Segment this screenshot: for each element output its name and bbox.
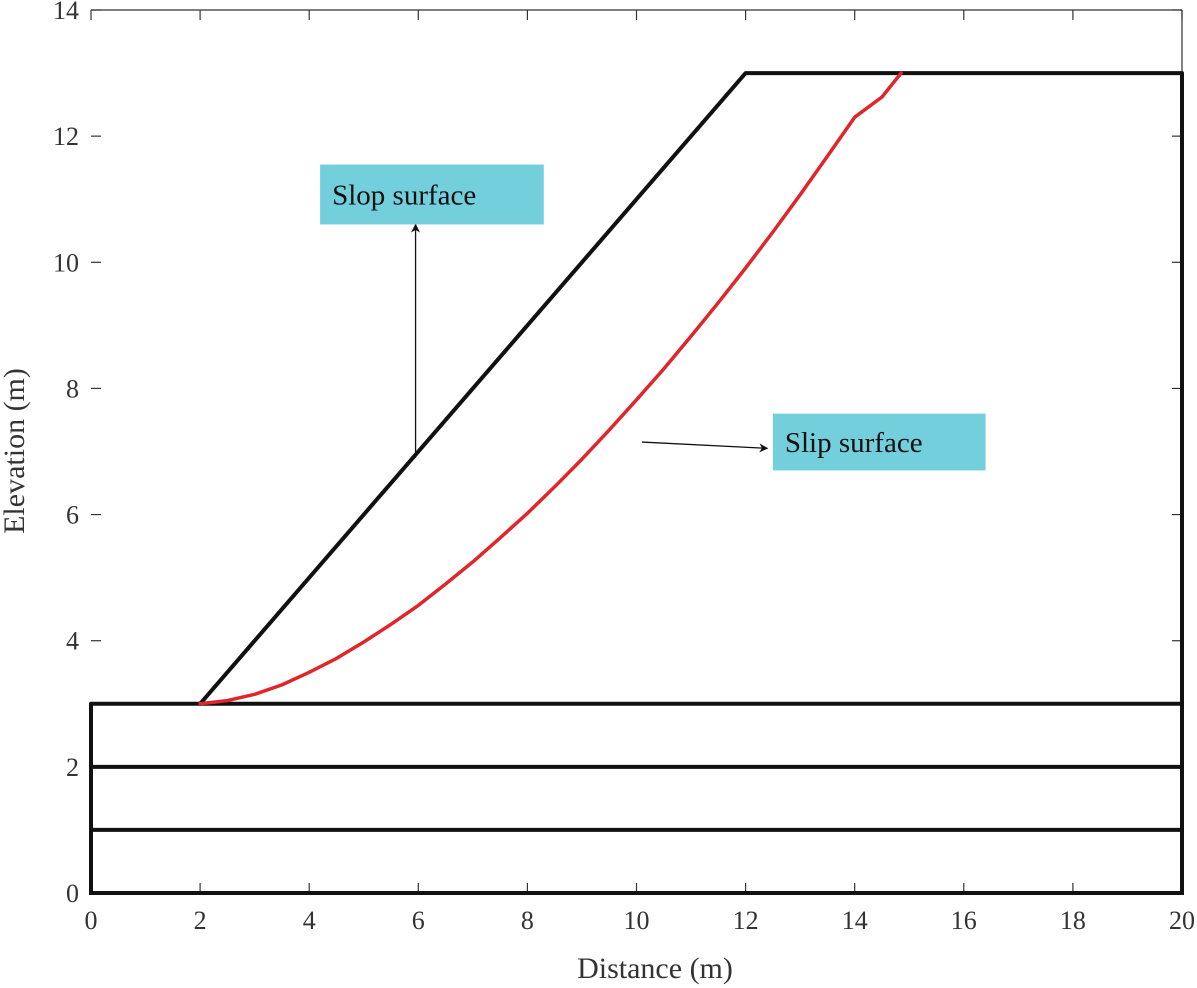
y-tick-label: 8 xyxy=(66,374,79,403)
x-tick-label: 4 xyxy=(303,906,316,935)
model-boundary xyxy=(89,73,1184,895)
slip-surface-label: Slip surface xyxy=(785,427,923,459)
x-axis: 0 2 4 6 8 10 12 14 16 18 20 xyxy=(85,10,1195,935)
x-tick-label: 16 xyxy=(951,906,977,935)
y-axis: 0 2 4 6 8 10 12 14 xyxy=(53,0,1182,908)
y-tick-label: 6 xyxy=(66,501,79,530)
y-tick-label: 14 xyxy=(53,0,79,25)
x-tick-label: 10 xyxy=(624,906,650,935)
x-tick-label: 8 xyxy=(521,906,534,935)
slope-surface-label: Slop surface xyxy=(332,179,476,211)
slip-surface-arrow xyxy=(641,441,769,453)
y-axis-label: Elevation (m) xyxy=(0,368,31,534)
x-tick-label: 12 xyxy=(733,906,759,935)
y-tick-label: 2 xyxy=(66,753,79,782)
y-tick-label: 10 xyxy=(53,248,79,277)
x-tick-label: 0 xyxy=(85,906,98,935)
y-tick-label: 12 xyxy=(53,122,79,151)
plot-frame xyxy=(91,9,1183,893)
x-tick-label: 20 xyxy=(1169,906,1195,935)
x-tick-label: 18 xyxy=(1060,906,1086,935)
y-tick-label: 4 xyxy=(66,627,79,656)
slip-surface-label-box xyxy=(772,413,986,471)
slope-surface-line xyxy=(198,71,1184,706)
x-tick-label: 2 xyxy=(194,906,207,935)
annotation-layer: Slop surface Slip surface xyxy=(320,164,986,471)
slope-surface-label-box xyxy=(320,164,544,225)
x-tick-label: 14 xyxy=(842,906,868,935)
x-axis-label: Distance (m) xyxy=(577,952,733,985)
y-tick-label: 0 xyxy=(66,879,79,908)
x-tick-label: 6 xyxy=(412,906,425,935)
series-layer xyxy=(89,71,1184,895)
slip-surface-line xyxy=(198,71,903,706)
